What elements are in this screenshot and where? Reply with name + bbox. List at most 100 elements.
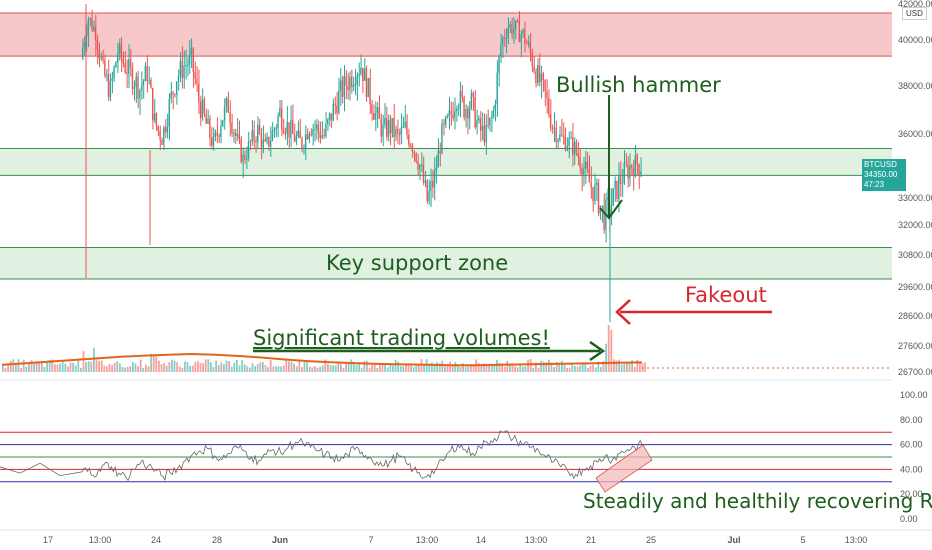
candle-body bbox=[575, 142, 577, 154]
volume-bar bbox=[80, 367, 82, 372]
candle-body bbox=[196, 78, 198, 84]
candle-body bbox=[161, 139, 163, 145]
candle-body bbox=[612, 188, 614, 206]
volume-bar bbox=[379, 365, 381, 372]
candle-body bbox=[570, 137, 572, 139]
volume-bar bbox=[415, 364, 418, 372]
volume-bar bbox=[493, 365, 496, 372]
candle-body bbox=[531, 52, 533, 67]
volume-bar bbox=[566, 367, 568, 372]
volume-bar bbox=[571, 363, 574, 372]
candle-body bbox=[295, 136, 297, 142]
price-tick-label: 40000.00 bbox=[898, 35, 932, 45]
candle-body bbox=[393, 117, 395, 137]
volume-bar bbox=[576, 366, 579, 372]
volume-bar bbox=[215, 360, 217, 372]
volume-bar bbox=[488, 364, 490, 372]
volume-bar bbox=[113, 362, 116, 372]
volume-bar bbox=[464, 366, 467, 372]
volume-bar bbox=[334, 365, 337, 372]
volume-bar bbox=[605, 343, 607, 372]
candle-body bbox=[91, 18, 93, 30]
candle-body bbox=[507, 27, 509, 39]
candle-body bbox=[387, 120, 390, 137]
volume-bar bbox=[152, 354, 155, 372]
candle-body bbox=[257, 125, 259, 143]
volume-bar bbox=[485, 364, 488, 372]
candle-body bbox=[247, 141, 250, 159]
candle-body bbox=[461, 91, 463, 98]
candle-body bbox=[268, 137, 270, 147]
candle-body bbox=[457, 108, 460, 110]
volume-bar bbox=[589, 365, 592, 372]
candle-body bbox=[117, 53, 119, 63]
candle-body bbox=[126, 71, 128, 74]
volume-bar bbox=[82, 351, 85, 372]
time-tick-label: 28 bbox=[212, 535, 222, 545]
time-tick-label: 24 bbox=[151, 535, 161, 545]
volume-bar bbox=[230, 366, 233, 372]
volume-bar bbox=[228, 361, 230, 372]
volume-bar bbox=[33, 362, 35, 372]
candle-body bbox=[253, 130, 255, 141]
candle-body bbox=[411, 146, 413, 152]
candle-body bbox=[98, 49, 100, 59]
volume-bar bbox=[220, 362, 223, 372]
candle-body bbox=[430, 181, 432, 192]
volume-bar bbox=[132, 362, 134, 372]
volume-bar bbox=[355, 364, 358, 372]
volume-bar bbox=[147, 366, 150, 372]
volume-bar bbox=[462, 363, 464, 372]
candle-body bbox=[303, 147, 305, 149]
volume-bar bbox=[67, 366, 69, 372]
volume-bar bbox=[9, 360, 12, 372]
candle-body bbox=[280, 108, 283, 130]
candle-body bbox=[266, 137, 268, 142]
candle-body bbox=[354, 84, 356, 86]
volume-bar bbox=[384, 365, 386, 372]
volume-bar bbox=[72, 362, 74, 372]
candle-body bbox=[524, 29, 526, 44]
candle-body bbox=[225, 98, 227, 107]
volume-bar bbox=[202, 363, 204, 372]
volume-bar bbox=[168, 362, 171, 372]
candle-body bbox=[290, 119, 292, 138]
volume-bar bbox=[342, 367, 345, 372]
candle-body bbox=[223, 106, 226, 121]
volume-bar bbox=[358, 364, 360, 372]
candle-body bbox=[105, 74, 108, 76]
volume-bar bbox=[644, 362, 646, 372]
candle-body bbox=[391, 117, 393, 134]
candle-body bbox=[522, 29, 524, 34]
candle-body bbox=[562, 135, 565, 137]
volume-bar bbox=[480, 365, 483, 372]
volume-bar bbox=[160, 364, 163, 372]
candle-body bbox=[148, 80, 150, 82]
last-price-tag: BTCUSD 34350.00 47:23 bbox=[862, 159, 906, 191]
volume-bar bbox=[399, 365, 402, 372]
time-tick-label: 13:00 bbox=[845, 535, 868, 545]
candle-body bbox=[231, 122, 233, 134]
candle-body bbox=[113, 67, 115, 79]
rsi-tick-label: 100.00 bbox=[900, 390, 928, 400]
candle-body bbox=[343, 76, 345, 97]
candle-body bbox=[199, 101, 202, 119]
volume-bar bbox=[389, 363, 392, 372]
candle-body bbox=[516, 20, 518, 22]
rsi-tick-label: 80.00 bbox=[900, 415, 923, 425]
volume-bar bbox=[423, 364, 425, 372]
fakeout-label: Fakeout bbox=[685, 283, 767, 307]
volume-bar bbox=[126, 366, 129, 372]
volume-bar bbox=[436, 361, 438, 372]
volume-bar bbox=[12, 359, 15, 372]
currency-tag[interactable]: USD bbox=[902, 7, 927, 20]
candle-body bbox=[122, 58, 124, 64]
candle-body bbox=[424, 180, 426, 183]
candle-body bbox=[233, 132, 235, 134]
volume-bar bbox=[189, 366, 191, 372]
time-tick-label: 13:00 bbox=[416, 535, 439, 545]
candle-body bbox=[476, 120, 478, 128]
candle-body bbox=[640, 171, 642, 175]
volume-bar bbox=[433, 364, 436, 372]
